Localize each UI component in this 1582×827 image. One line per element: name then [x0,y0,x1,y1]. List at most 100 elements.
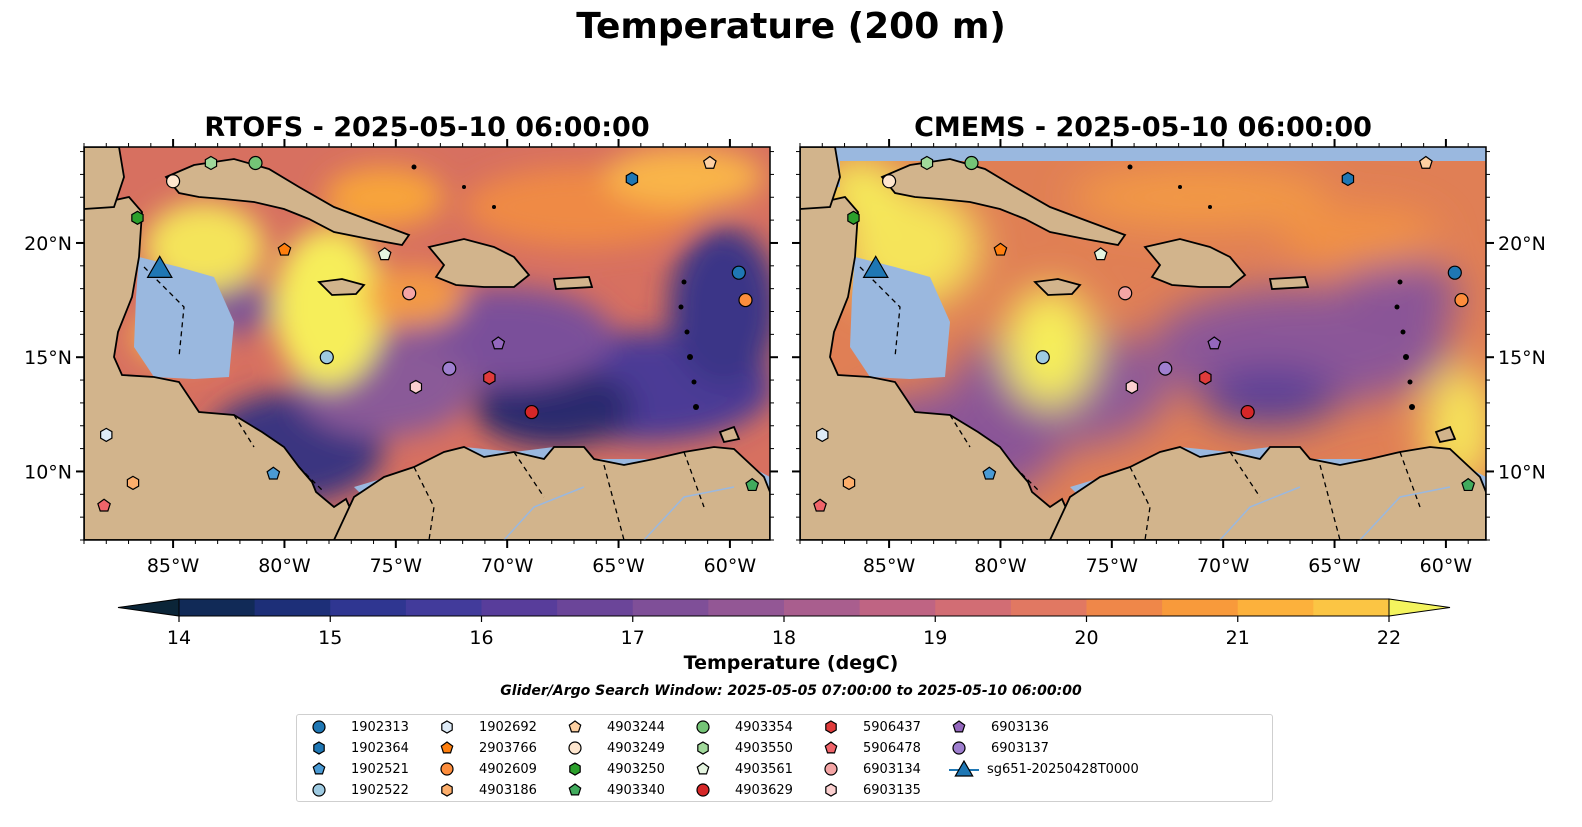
legend-label: 5906478 [863,740,921,756]
float-marker-5906437 [483,370,496,385]
lon-tick-label: 60°W [704,555,757,577]
colorbar-extend-high [1388,598,1451,617]
rtofs-map [84,147,770,540]
legend-marker-icon [568,741,582,755]
lon-tick-label: 85°W [863,555,916,577]
colorbar-cell [557,599,634,616]
legend-float-icon [696,720,710,734]
colorbar-tick-label: 17 [621,627,645,649]
cmems-map-frame [799,146,1487,541]
legend-item: 5906478 [821,739,921,757]
legend-item: 2903766 [437,739,537,757]
colorbar-cell [179,599,256,616]
legend-label: 4903354 [735,719,793,735]
legend-label: 4903249 [607,740,665,756]
float-marker-4902609 [738,292,753,308]
legend-item: 4903244 [565,718,665,736]
float-marker-4903186 [126,475,140,491]
float-marker-1902521 [266,466,281,480]
legend-label: 6903135 [863,782,921,798]
float-marker-5906437 [1199,370,1212,385]
legend-marker-icon [440,741,454,754]
lon-tick-label: 80°W [974,555,1027,577]
legend-item: 4903550 [693,739,793,757]
legend-marker-icon [696,762,710,775]
float-marker-1902521 [982,466,997,480]
cmems-markers [813,155,1476,512]
legend-float-icon [568,720,582,733]
legend-marker-icon [568,783,582,796]
float-marker-6903134 [1118,286,1133,301]
lon-tick-label: 65°W [1308,555,1361,577]
float-marker-5906478 [97,498,111,512]
float-marker-6903136 [1207,336,1222,350]
lat-tick-label: 15°N [1498,347,1546,369]
float-marker-4903550 [920,155,934,171]
float-marker-4903340 [1461,477,1476,492]
colorbar-cell [632,599,709,616]
cmems-panel-title: CMEMS - 2025-05-10 06:00:00 [914,112,1372,143]
legend-float-icon [696,783,710,797]
float-marker-2903766 [993,242,1008,256]
lon-tick-label: 85°W [147,555,200,577]
float-marker-4903249 [165,174,181,189]
legend-marker-icon [568,720,582,733]
colorbar-cell [784,599,861,616]
legend-label: 4903244 [607,719,665,735]
legend-float-icon [825,720,837,734]
legend-item: 1902522 [309,781,409,799]
colorbar-cell [1010,599,1087,616]
legend-item: 4903629 [693,781,793,799]
legend-label: 1902692 [479,719,537,735]
legend-float-icon [569,762,581,776]
legend-marker-icon [313,741,325,755]
colorbar-tick-label: 15 [318,627,342,649]
float-marker-1902692 [816,427,829,443]
legend-marker-icon [569,762,581,776]
float-marker-4903244 [702,155,717,169]
legend-glider-icon [954,759,974,777]
legend-float-icon [312,720,326,734]
lon-tick-label: 70°W [1197,555,1250,577]
colorbar-cell [859,599,936,616]
cmems-map [800,147,1486,540]
legend-float-icon [824,762,838,776]
legend-label: 4903629 [735,782,793,798]
legend-marker-icon [824,762,838,776]
legend-item: 6903135 [821,781,921,799]
float-marker-4903340 [745,477,760,492]
float-marker-1902313 [1447,265,1462,280]
legend-item: 1902313 [309,718,409,736]
legend-label: 5906437 [863,719,921,735]
lat-tick-label: 15°N [24,347,72,369]
legend-float-icon [952,720,966,733]
search-window-note: Glider/Argo Search Window: 2025-05-05 07… [500,683,1082,699]
lon-tick-label: 75°W [1086,555,1139,577]
legend-label: 6903136 [991,719,1049,735]
legend-label: 4902609 [479,761,537,777]
legend-item: 1902521 [309,760,409,778]
legend-label: 6903137 [991,740,1049,756]
float-marker-4903244 [1418,155,1433,169]
float-marker-4903629 [1240,404,1255,420]
legend-marker-icon [441,720,453,734]
float-marker-6903136 [491,336,506,350]
legend-item: 6903137 [949,739,1049,757]
colorbar-label: Temperature (degC) [683,652,899,674]
float-marker-6903137 [442,361,457,376]
float-marker-4903250 [131,210,144,226]
legend-label: sg651-20250428T0000 [987,761,1139,777]
float-marker-1902522 [319,350,334,365]
colorbar-cell [935,599,1012,616]
legend-item: 5906437 [821,718,921,736]
legend-marker-icon [312,762,326,775]
glider-marker [146,255,173,278]
colorbar-tick-label: 20 [1074,627,1098,649]
rtofs-map-frame [83,146,771,541]
legend-marker-icon [440,762,454,776]
lon-tick-label: 70°W [481,555,534,577]
colorbar: 14 15 16 17 18 19 20 21 22 [117,598,1451,649]
legend-item: 6903136 [949,718,1049,736]
legend-float-icon [824,741,838,754]
legend-float-icon [825,783,837,797]
